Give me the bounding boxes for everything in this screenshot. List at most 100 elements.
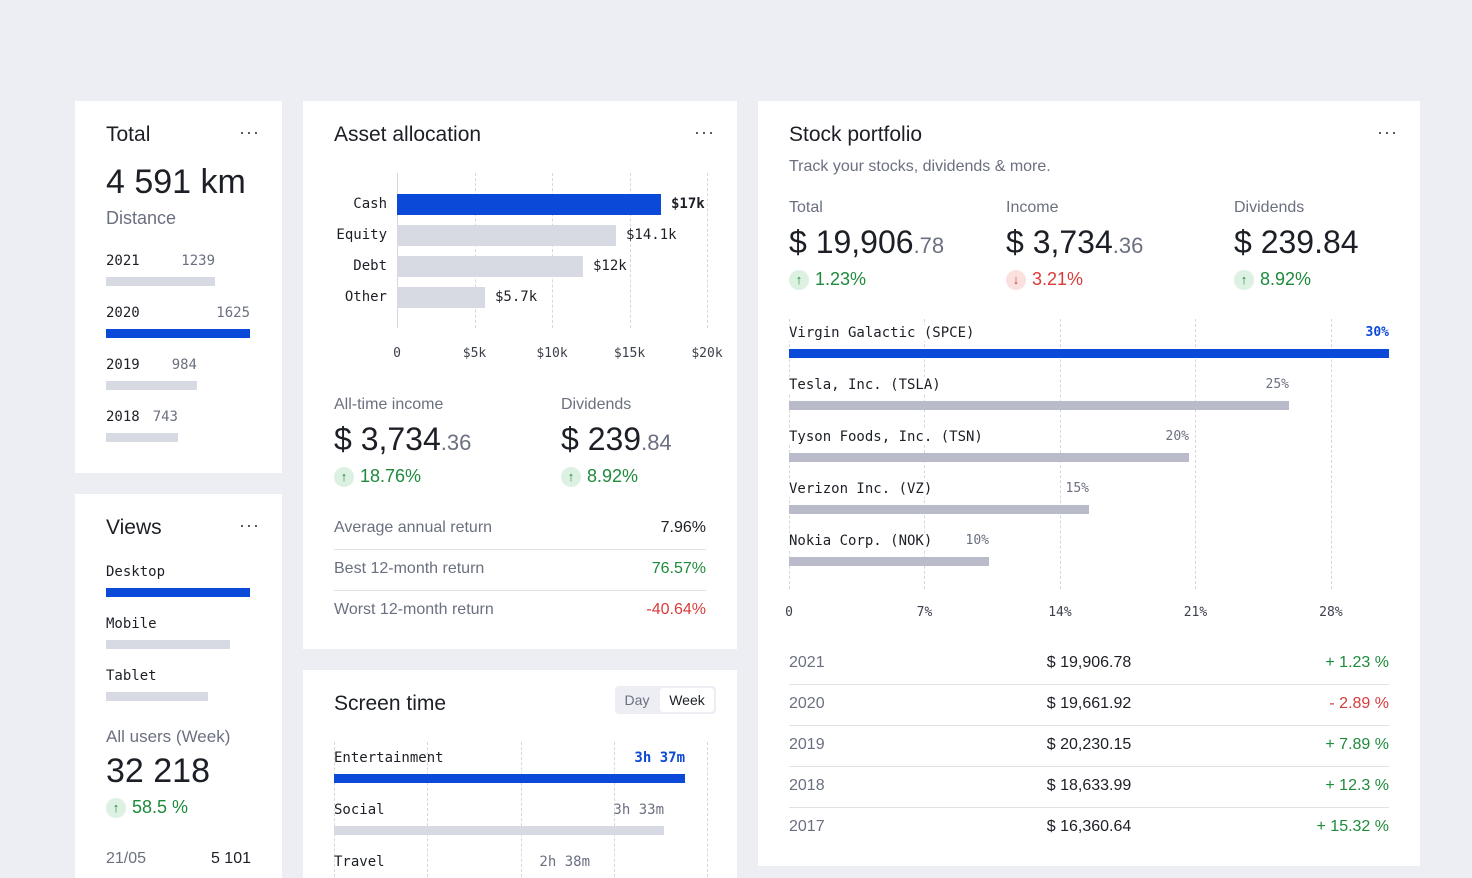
activity-value: 3h 33m: [613, 802, 664, 818]
stock-label: Tesla, Inc. (TSLA): [789, 377, 945, 393]
history-change: + 1.23 %: [1325, 654, 1389, 671]
return-value: -40.64%: [646, 601, 706, 618]
more-options-icon[interactable]: ···: [239, 515, 260, 535]
grid-line: [707, 173, 708, 328]
year-label: 2021: [106, 253, 140, 269]
return-value: 7.96%: [660, 519, 706, 536]
grid-line: [707, 742, 708, 878]
stock-bar: [789, 349, 1389, 358]
activity-label: Entertainment: [334, 750, 444, 766]
stock-percent: 20%: [1165, 429, 1189, 444]
value-label: $17k: [671, 196, 705, 212]
year-label: 2018: [106, 409, 140, 425]
grid-line: [1330, 319, 1332, 589]
return-value: 76.57%: [651, 560, 706, 577]
x-tick-label: $20k: [691, 346, 723, 361]
year-label: 2020: [106, 305, 140, 321]
stat-change-text: 8.92%: [1260, 269, 1312, 289]
screen-time-title: Screen time: [334, 692, 447, 715]
stat-value-cents: .36: [1112, 233, 1144, 258]
year-value: 1239: [181, 253, 215, 269]
history-value: $ 19,661.92: [1046, 695, 1132, 712]
year-bar: [106, 433, 178, 442]
activity-bar: [334, 774, 685, 783]
category-label: Equity: [336, 227, 387, 243]
stock-label: Nokia Corp. (NOK): [789, 533, 937, 549]
history-change: + 7.89 %: [1325, 736, 1389, 753]
return-label: Worst 12-month return: [334, 601, 494, 618]
stock-bar: [789, 453, 1189, 462]
income-value: $ 3,734.36: [334, 421, 471, 458]
activity-value: 3h 37m: [634, 750, 685, 766]
screen-time-card: Screen time Day Week Entertainment 3h 37m…: [303, 670, 737, 878]
stat-value-cents: .78: [913, 233, 945, 258]
views-card: Views ··· Desktop Mobile Tablet All users …: [75, 494, 282, 878]
stock-label: Tyson Foods, Inc. (TSN): [789, 429, 987, 445]
x-tick-label: $10k: [536, 346, 568, 361]
year-value: 984: [171, 357, 197, 373]
stat-change-text: 1.23%: [815, 269, 867, 289]
all-users-change-text: 58.5 %: [132, 797, 189, 817]
grid-line: [1195, 319, 1197, 589]
history-change: + 15.32 %: [1316, 818, 1390, 835]
history-year: 2020: [789, 695, 825, 712]
year-value: 743: [152, 409, 178, 425]
device-bar: [106, 640, 230, 649]
year-label: 2019: [106, 357, 140, 373]
arrow-up-icon: ↑: [1234, 270, 1254, 291]
category-label: Debt: [353, 258, 387, 274]
grid-line: [520, 742, 522, 878]
dividends-value-cents: .84: [641, 430, 672, 455]
more-options-icon[interactable]: ···: [694, 122, 715, 142]
stock-label: Virgin Galactic (SPCE): [789, 325, 979, 341]
stock-percent: 25%: [1265, 377, 1289, 392]
stat-label: Total: [789, 199, 823, 216]
divider: [789, 807, 1389, 808]
income-label: All-time income: [334, 396, 444, 413]
value-label: $12k: [593, 258, 627, 274]
return-label: Average annual return: [334, 519, 493, 536]
x-tick-label: 7%: [916, 605, 933, 620]
x-tick-label: 28%: [1319, 605, 1343, 620]
value-bar: [397, 287, 485, 308]
income-value-main: $ 3,734: [334, 421, 441, 457]
device-label: Tablet: [106, 668, 157, 684]
value-bar: [397, 225, 616, 246]
more-options-icon[interactable]: ···: [1377, 122, 1398, 142]
arrow-down-icon: ↓: [1006, 270, 1026, 291]
activity-label: Travel: [334, 854, 385, 870]
x-tick-label: 21%: [1183, 605, 1208, 620]
activity-bar: [334, 826, 664, 835]
asset-allocation-card: Asset allocation ··· 0 $5k $10k $15k $20k Cas…: [303, 101, 737, 649]
x-tick-label: 0: [785, 605, 793, 620]
activity-value: 2h 38m: [539, 854, 590, 870]
year-bar: [106, 329, 250, 338]
device-bar: [106, 692, 208, 701]
grid-line: [629, 173, 631, 328]
toggle-day[interactable]: Day: [624, 692, 650, 708]
stat-value: $ 239.84: [1234, 224, 1359, 261]
category-label: Other: [344, 289, 387, 305]
stat-value-main: $ 19,906: [789, 224, 914, 260]
activity-label: Social: [334, 802, 385, 818]
more-options-icon[interactable]: ···: [239, 122, 260, 142]
all-users-label: All users (Week): [106, 727, 231, 746]
stat-change: ↑ 1.23%: [789, 269, 867, 291]
stock-percent: 30%: [1365, 325, 1389, 340]
income-value-cents: .36: [440, 430, 472, 455]
x-tick-label: 14%: [1048, 605, 1072, 620]
total-distance-value: 4 591 km: [106, 163, 246, 201]
dividends-change: ↑ 8.92%: [561, 466, 638, 488]
toggle-week[interactable]: Week: [660, 688, 714, 712]
stock-percent: 10%: [965, 533, 989, 548]
history-year: 2017: [789, 818, 825, 835]
grid-line: [552, 173, 553, 328]
value-label: $14.1k: [626, 227, 677, 243]
history-year: 2021: [789, 654, 825, 671]
stat-change: ↓ 3.21%: [1006, 269, 1083, 291]
device-label: Mobile: [106, 616, 157, 632]
dividends-label: Dividends: [561, 396, 632, 413]
grid-line: [427, 742, 429, 878]
stat-value-main: $ 3,734: [1006, 224, 1113, 260]
device-label: Desktop: [106, 564, 166, 580]
